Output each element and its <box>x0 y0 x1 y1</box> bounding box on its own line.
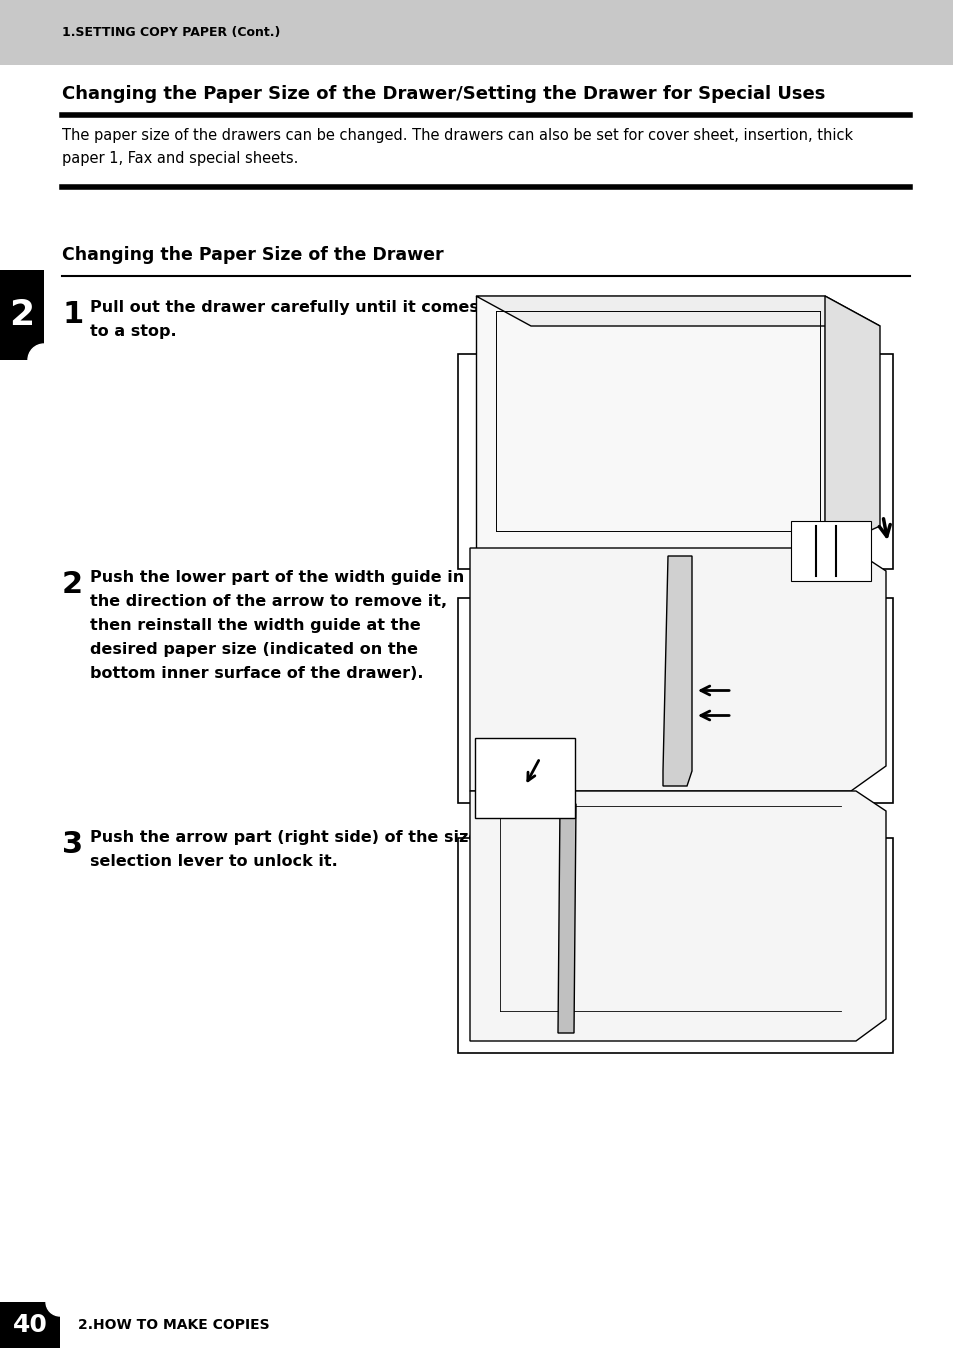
Text: 2: 2 <box>62 570 83 599</box>
Text: Changing the Paper Size of the Drawer/Setting the Drawer for Special Uses: Changing the Paper Size of the Drawer/Se… <box>62 85 824 102</box>
Bar <box>457 838 892 1053</box>
Text: 40: 40 <box>12 1313 48 1337</box>
Text: 1.SETTING COPY PAPER (Cont.): 1.SETTING COPY PAPER (Cont.) <box>62 26 280 39</box>
Bar <box>0 270 44 360</box>
Polygon shape <box>476 297 879 326</box>
Bar <box>475 737 575 818</box>
Text: Push the arrow part (right side) of the size: Push the arrow part (right side) of the … <box>90 830 478 845</box>
Text: 2.HOW TO MAKE COPIES: 2.HOW TO MAKE COPIES <box>78 1318 270 1332</box>
Polygon shape <box>558 803 576 1033</box>
Text: bottom inner surface of the drawer).: bottom inner surface of the drawer). <box>90 666 423 681</box>
Text: the direction of the arrow to remove it,: the direction of the arrow to remove it, <box>90 594 447 609</box>
Bar <box>457 355 892 569</box>
Polygon shape <box>662 555 691 786</box>
Text: paper 1, Fax and special sheets.: paper 1, Fax and special sheets. <box>62 151 298 166</box>
Bar <box>457 599 892 803</box>
Text: Changing the Paper Size of the Drawer: Changing the Paper Size of the Drawer <box>62 245 443 264</box>
Bar <box>0 1302 60 1348</box>
Polygon shape <box>470 549 885 791</box>
Text: desired paper size (indicated on the: desired paper size (indicated on the <box>90 642 417 656</box>
Polygon shape <box>824 297 879 551</box>
Bar <box>790 520 870 581</box>
Text: then reinstall the width guide at the: then reinstall the width guide at the <box>90 617 420 634</box>
Text: Push the lower part of the width guide in: Push the lower part of the width guide i… <box>90 570 464 585</box>
Text: to a stop.: to a stop. <box>90 324 176 338</box>
Text: Pull out the drawer carefully until it comes: Pull out the drawer carefully until it c… <box>90 301 478 315</box>
Bar <box>0 0 953 65</box>
Circle shape <box>46 1287 74 1316</box>
Text: 3: 3 <box>62 830 83 859</box>
Text: The paper size of the drawers can be changed. The drawers can also be set for co: The paper size of the drawers can be cha… <box>62 128 852 143</box>
Text: selection lever to unlock it.: selection lever to unlock it. <box>90 855 337 869</box>
Circle shape <box>28 344 60 376</box>
Bar <box>0 1302 953 1348</box>
Text: 2: 2 <box>10 298 34 332</box>
Polygon shape <box>470 791 885 1041</box>
Text: 1: 1 <box>62 301 83 329</box>
Polygon shape <box>476 297 824 551</box>
